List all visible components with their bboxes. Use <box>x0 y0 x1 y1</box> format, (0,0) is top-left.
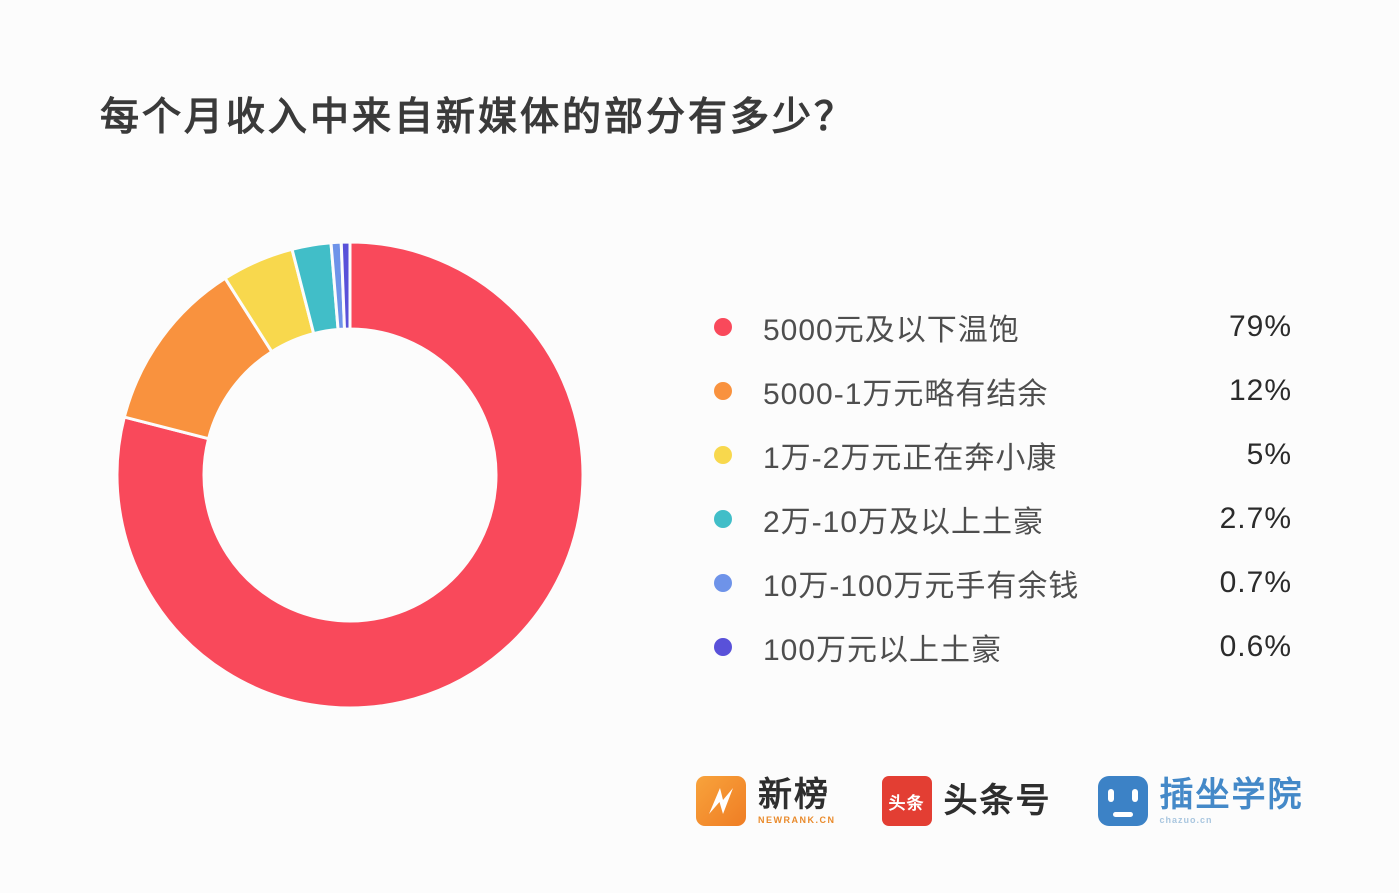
chazuo-face-mouth-icon <box>1112 812 1133 817</box>
footer-logos: 新榜 NEWRANK.CN 头条 头条号 插坐学院 chazuo.cn <box>696 776 1304 826</box>
legend-label: 1万-2万元正在奔小康 <box>763 442 1058 475</box>
newrank-subtext: NEWRANK.CN <box>758 815 836 825</box>
legend-dot-icon <box>714 638 732 656</box>
chazuo-subtext: chazuo.cn <box>1159 815 1213 825</box>
legend-value: 2.7% <box>1219 502 1292 535</box>
donut-slice <box>115 240 585 710</box>
page-title: 每个月收入中来自新媒体的部分有多少？ <box>100 96 857 139</box>
chazuo-face-eye-icon <box>1107 789 1114 802</box>
legend-dot-icon <box>714 318 732 336</box>
legend-value: 5% <box>1246 438 1292 471</box>
legend-item: 5000元及以下温饱 79% <box>710 295 1292 359</box>
chazuo-logo: 插坐学院 chazuo.cn <box>1097 776 1304 826</box>
legend-value: 79% <box>1228 310 1292 343</box>
toutiao-logo: 头条 头条号 <box>881 776 1052 826</box>
legend-value: 0.7% <box>1219 566 1292 599</box>
chazuo-face-eye-icon <box>1131 789 1138 802</box>
legend: 5000元及以下温饱 79% 5000-1万元略有结余 12% 1万-2万元正在… <box>710 295 1292 679</box>
legend-item: 100万元以上土豪 0.6% <box>710 615 1292 679</box>
legend-item: 2万-10万及以上土豪 2.7% <box>710 487 1292 551</box>
legend-dot-icon <box>714 574 732 592</box>
legend-dot-icon <box>714 382 732 400</box>
legend-item: 1万-2万元正在奔小康 5% <box>710 423 1292 487</box>
newrank-title: 新榜 <box>758 776 830 814</box>
toutiao-title: 头条号 <box>943 782 1052 820</box>
legend-value: 12% <box>1228 374 1292 407</box>
donut-chart <box>110 235 590 715</box>
legend-label: 10万-100万元手有余钱 <box>763 570 1080 603</box>
newrank-icon <box>696 776 746 826</box>
legend-dot-icon <box>714 510 732 528</box>
legend-label: 100万元以上土豪 <box>763 634 1003 667</box>
legend-label: 5000元及以下温饱 <box>763 314 1020 347</box>
toutiao-icon: 头条 <box>881 776 932 826</box>
chazuo-icon <box>1097 776 1148 826</box>
newrank-lightning-icon <box>709 788 733 814</box>
donut-slice <box>339 240 352 331</box>
legend-dot-icon <box>714 446 732 464</box>
legend-value: 0.6% <box>1219 630 1292 663</box>
toutiao-badge-text: 头条 <box>888 793 925 813</box>
chazuo-title: 插坐学院 <box>1159 776 1304 814</box>
legend-item: 5000-1万元略有结余 12% <box>710 359 1292 423</box>
donut-svg <box>115 240 585 710</box>
newrank-logo: 新榜 NEWRANK.CN <box>696 776 836 826</box>
legend-label: 2万-10万及以上土豪 <box>763 506 1045 539</box>
legend-label: 5000-1万元略有结余 <box>763 378 1049 411</box>
legend-item: 10万-100万元手有余钱 0.7% <box>710 551 1292 615</box>
